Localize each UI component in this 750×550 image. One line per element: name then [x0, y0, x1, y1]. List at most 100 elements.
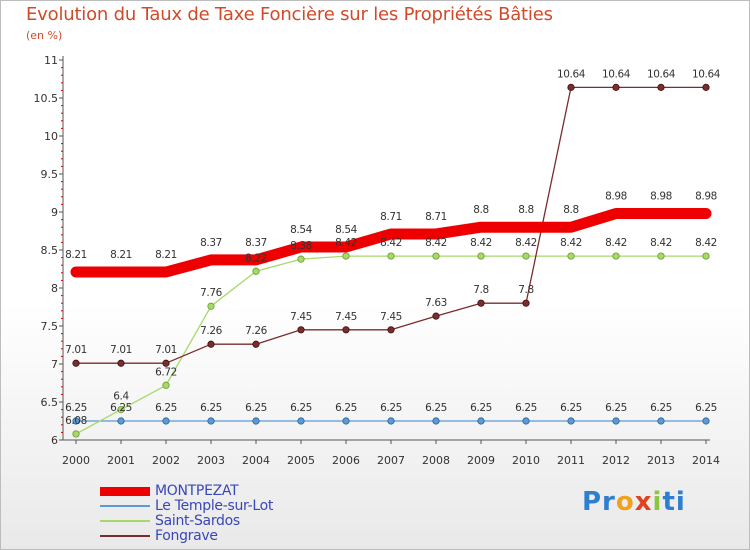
chart-unit-label: (en %) — [26, 29, 63, 42]
x-tick-label: 2010 — [512, 454, 540, 467]
data-label-saint-sardos: 7.76 — [200, 287, 222, 299]
y-tick-label: 8 — [51, 282, 58, 295]
data-label-montpezat: 8.37 — [200, 237, 222, 249]
x-tick-label: 2006 — [332, 454, 360, 467]
data-point-saint-sardos — [162, 381, 170, 389]
data-label-saint-sardos: 8.42 — [650, 237, 672, 249]
data-label-le-temple-sur-lot: 6.25 — [650, 402, 672, 414]
data-point-saint-sardos — [342, 252, 350, 260]
data-label-saint-sardos: 8.38 — [290, 240, 312, 252]
data-point-le-temple-sur-lot — [297, 417, 305, 425]
data-point-fongrave — [342, 326, 350, 334]
data-point-fongrave — [432, 312, 440, 320]
logo-part-o: o — [615, 487, 635, 517]
legend-item-saint-sardos[interactable]: Saint-Sardos — [100, 513, 360, 529]
data-point-saint-sardos — [432, 252, 440, 260]
data-point-saint-sardos — [702, 252, 710, 260]
data-point-saint-sardos — [522, 252, 530, 260]
data-label-saint-sardos: 8.42 — [425, 237, 447, 249]
data-point-saint-sardos — [117, 405, 125, 414]
data-label-montpezat: 8.71 — [425, 211, 447, 223]
x-tick-label: 2014 — [692, 454, 720, 467]
data-point-saint-sardos — [567, 252, 575, 260]
data-label-le-temple-sur-lot: 6.25 — [335, 402, 357, 414]
proxiti-logo: Proxiti — [582, 487, 686, 517]
logo-part-x: x — [634, 487, 653, 517]
data-point-saint-sardos — [612, 252, 620, 260]
data-label-montpezat: 8.8 — [473, 204, 489, 216]
data-point-le-temple-sur-lot — [207, 417, 215, 425]
data-label-saint-sardos: 8.42 — [380, 237, 402, 249]
x-tick-label: 2001 — [107, 454, 135, 467]
data-point-le-temple-sur-lot — [342, 417, 350, 425]
data-point-le-temple-sur-lot — [432, 417, 440, 425]
x-tick-label: 2012 — [602, 454, 630, 467]
series-montpezat — [70, 208, 712, 278]
series-le-temple-sur-lot — [72, 417, 710, 425]
data-label-montpezat: 8.71 — [380, 211, 402, 223]
y-tick-label: 9 — [51, 206, 58, 219]
data-point-le-temple-sur-lot — [522, 417, 530, 425]
data-point-saint-sardos — [207, 302, 215, 310]
data-label-saint-sardos: 6.72 — [155, 366, 177, 378]
x-tick-label: 2003 — [197, 454, 225, 467]
data-label-fongrave: 7.63 — [425, 297, 447, 309]
data-point-le-temple-sur-lot — [567, 417, 575, 425]
data-point-fongrave — [162, 359, 170, 367]
data-point-fongrave — [252, 340, 260, 348]
data-label-montpezat: 8.21 — [155, 249, 177, 261]
data-point-fongrave — [207, 340, 215, 348]
data-label-le-temple-sur-lot: 6.25 — [200, 402, 222, 414]
logo-part-i: i — [652, 487, 663, 517]
data-label-fongrave: 7.8 — [473, 284, 489, 296]
x-tick-label: 2008 — [422, 454, 450, 467]
data-point-le-temple-sur-lot — [162, 417, 170, 425]
x-tick-label: 2002 — [152, 454, 180, 467]
logo-part-ti: ti — [662, 487, 686, 517]
series-saint-sardos — [72, 252, 710, 438]
data-label-montpezat: 8.98 — [695, 191, 717, 203]
data-point-saint-sardos — [477, 252, 485, 260]
data-label-fongrave: 10.64 — [647, 68, 676, 80]
data-label-montpezat: 8.8 — [563, 204, 579, 216]
data-label-fongrave: 7.8 — [518, 284, 534, 296]
data-point-saint-sardos — [297, 255, 305, 263]
data-label-fongrave: 7.01 — [65, 344, 87, 356]
data-point-saint-sardos — [657, 252, 665, 260]
data-label-montpezat: 8.54 — [290, 224, 312, 236]
data-label-le-temple-sur-lot: 6.25 — [245, 402, 267, 414]
data-label-fongrave: 7.45 — [290, 311, 312, 323]
legend-label-saint-sardos: Saint-Sardos — [155, 513, 240, 529]
data-label-le-temple-sur-lot: 6.25 — [425, 402, 447, 414]
data-point-fongrave — [612, 83, 620, 91]
data-label-saint-sardos: 8.42 — [560, 237, 582, 249]
data-label-saint-sardos: 8.42 — [695, 237, 717, 249]
legend-label-montpezat: MONTPEZAT — [155, 483, 239, 499]
y-tick-label: 10 — [44, 130, 58, 143]
legend-item-fongrave[interactable]: Fongrave — [100, 528, 360, 544]
legend-item-le-temple-sur-lot[interactable]: Le Temple-sur-Lot — [100, 498, 360, 514]
x-tick-label: 2004 — [242, 454, 270, 467]
data-point-fongrave — [702, 83, 710, 91]
data-point-le-temple-sur-lot — [612, 417, 620, 425]
data-label-le-temple-sur-lot: 6.25 — [155, 402, 177, 414]
data-label-montpezat: 8.8 — [518, 204, 534, 216]
data-label-fongrave: 10.64 — [557, 68, 586, 80]
data-label-montpezat: 8.21 — [110, 249, 132, 261]
data-point-le-temple-sur-lot — [657, 417, 665, 425]
data-label-saint-sardos: 8.42 — [515, 237, 537, 249]
y-tick-label: 7 — [51, 358, 58, 371]
data-label-le-temple-sur-lot: 6.25 — [65, 402, 87, 414]
x-tick-label: 2009 — [467, 454, 495, 467]
data-label-montpezat: 8.98 — [650, 191, 672, 203]
legend-swatch-le-temple-sur-lot — [100, 505, 150, 507]
data-label-le-temple-sur-lot: 6.25 — [110, 402, 132, 414]
data-point-saint-sardos — [72, 430, 80, 438]
data-label-fongrave: 7.01 — [155, 344, 177, 356]
data-point-fongrave — [297, 326, 305, 334]
y-tick-label: 7.5 — [41, 320, 59, 333]
data-point-saint-sardos — [252, 267, 260, 275]
data-point-le-temple-sur-lot — [387, 417, 395, 425]
legend-item-montpezat[interactable]: MONTPEZAT — [100, 483, 360, 499]
data-point-le-temple-sur-lot — [477, 417, 485, 425]
